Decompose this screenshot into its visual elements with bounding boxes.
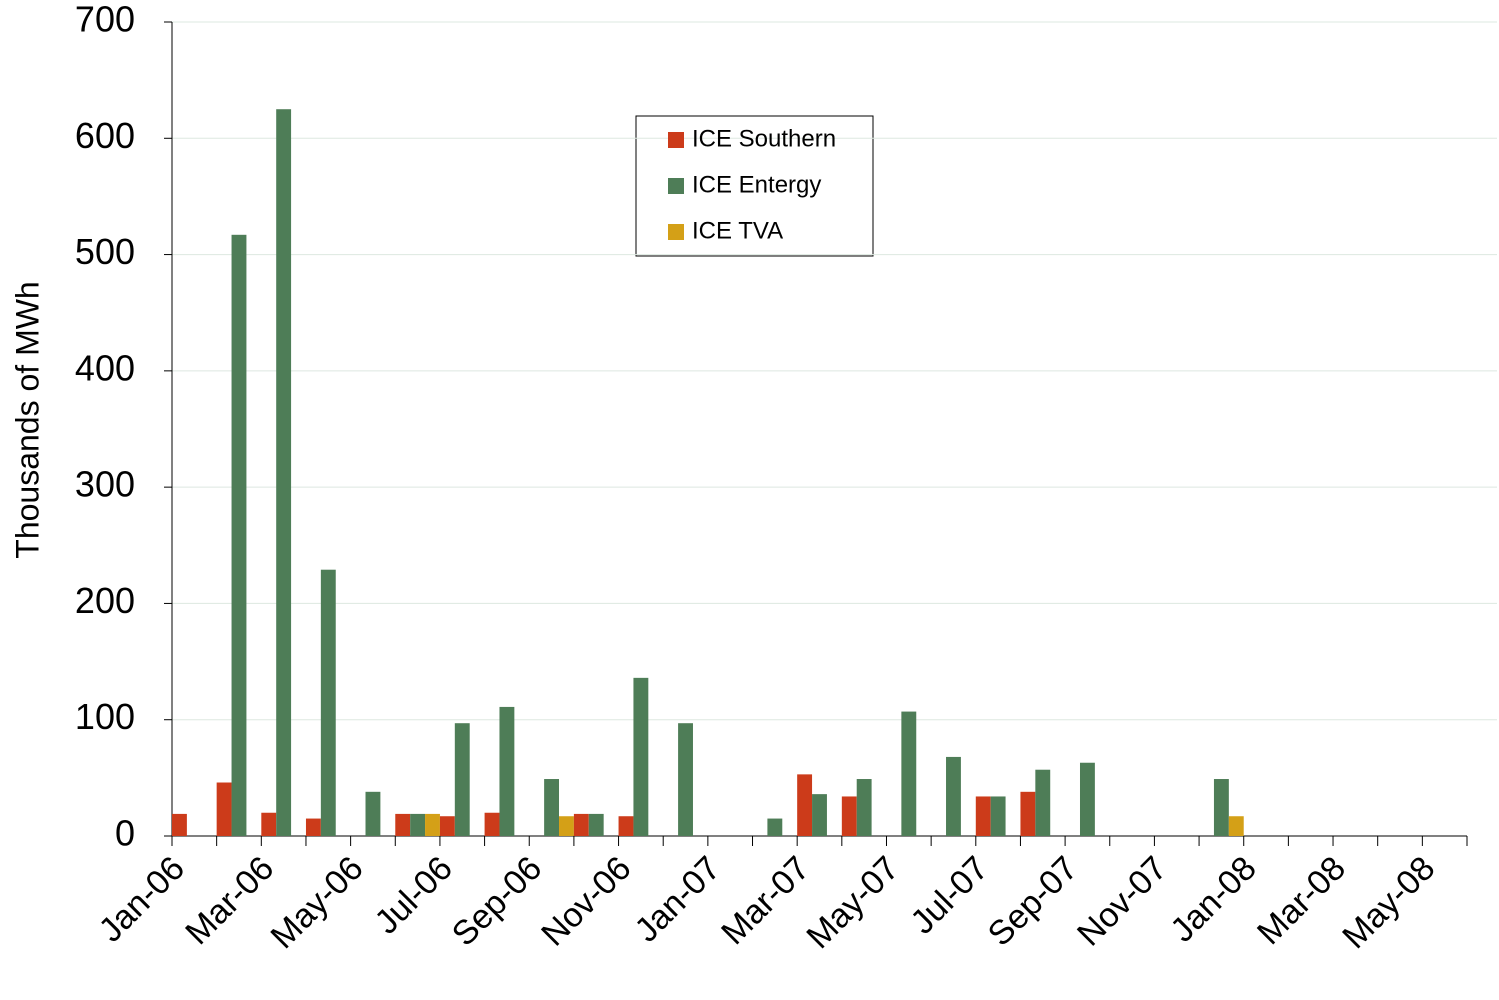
bar: [1213, 779, 1229, 836]
y-tick-label: 400: [75, 347, 135, 388]
bar: [276, 109, 292, 836]
bar: [678, 723, 693, 836]
bar: [1020, 791, 1036, 836]
legend-swatch: [668, 224, 684, 240]
bar: [231, 234, 247, 836]
x-tick-label: Mar-06: [178, 849, 281, 952]
bar: [588, 813, 604, 836]
bar: [901, 711, 917, 836]
bar: [439, 816, 455, 836]
bar: [410, 813, 426, 836]
y-tick-label: 100: [75, 696, 135, 737]
x-tick-label: Mar-07: [714, 849, 817, 952]
x-tick-label: Sep-06: [445, 849, 549, 953]
y-tick-label: 200: [75, 580, 135, 621]
x-tick-label: Nov-07: [1070, 849, 1174, 953]
bar: [216, 782, 232, 836]
x-tick-label: Jan-06: [92, 849, 192, 949]
bar: [305, 818, 321, 836]
bar: [767, 818, 783, 836]
bar: [544, 779, 560, 836]
legend-swatch: [668, 178, 684, 194]
y-tick-label: 700: [75, 0, 135, 40]
bar: [395, 813, 411, 836]
x-tick-label: Sep-07: [981, 849, 1085, 953]
legend-label: ICE TVA: [692, 217, 783, 244]
bar: [797, 774, 813, 836]
bar: [320, 569, 336, 836]
x-tick-label: May-07: [799, 849, 906, 956]
y-tick-label: 0: [115, 813, 135, 854]
bar: [841, 796, 857, 836]
bar: [633, 677, 649, 836]
bar: [454, 723, 470, 836]
x-tick-label: May-06: [264, 849, 371, 956]
x-tick-label: May-08: [1335, 849, 1442, 956]
y-tick-label: 500: [75, 231, 135, 272]
legend-label: ICE Entergy: [692, 171, 821, 198]
bar: [975, 796, 991, 836]
y-axis-label: Thousands of MWh: [9, 281, 45, 558]
bar: [1228, 816, 1244, 836]
bar: [812, 794, 827, 836]
bar: [1079, 762, 1095, 836]
y-tick-label: 600: [75, 115, 135, 156]
bar: [261, 812, 277, 836]
x-tick-label: Jan-08: [1163, 849, 1263, 949]
bar: [1035, 769, 1051, 836]
x-tick-label: Jan-07: [627, 849, 727, 949]
bar: [618, 816, 634, 836]
bar: [856, 779, 872, 836]
y-tick-label: 300: [75, 464, 135, 505]
bar: [559, 816, 574, 836]
bar: [990, 796, 1006, 836]
bar: [946, 756, 961, 836]
legend-label: ICE Southern: [692, 125, 836, 152]
bar: [365, 791, 381, 836]
bar: [499, 706, 515, 836]
x-tick-label: Mar-08: [1250, 849, 1353, 952]
bar: [484, 812, 500, 836]
bar: [573, 813, 589, 836]
bar: [425, 813, 440, 836]
x-tick-label: Nov-06: [534, 849, 638, 953]
bar: [172, 813, 187, 836]
legend-swatch: [668, 132, 684, 148]
